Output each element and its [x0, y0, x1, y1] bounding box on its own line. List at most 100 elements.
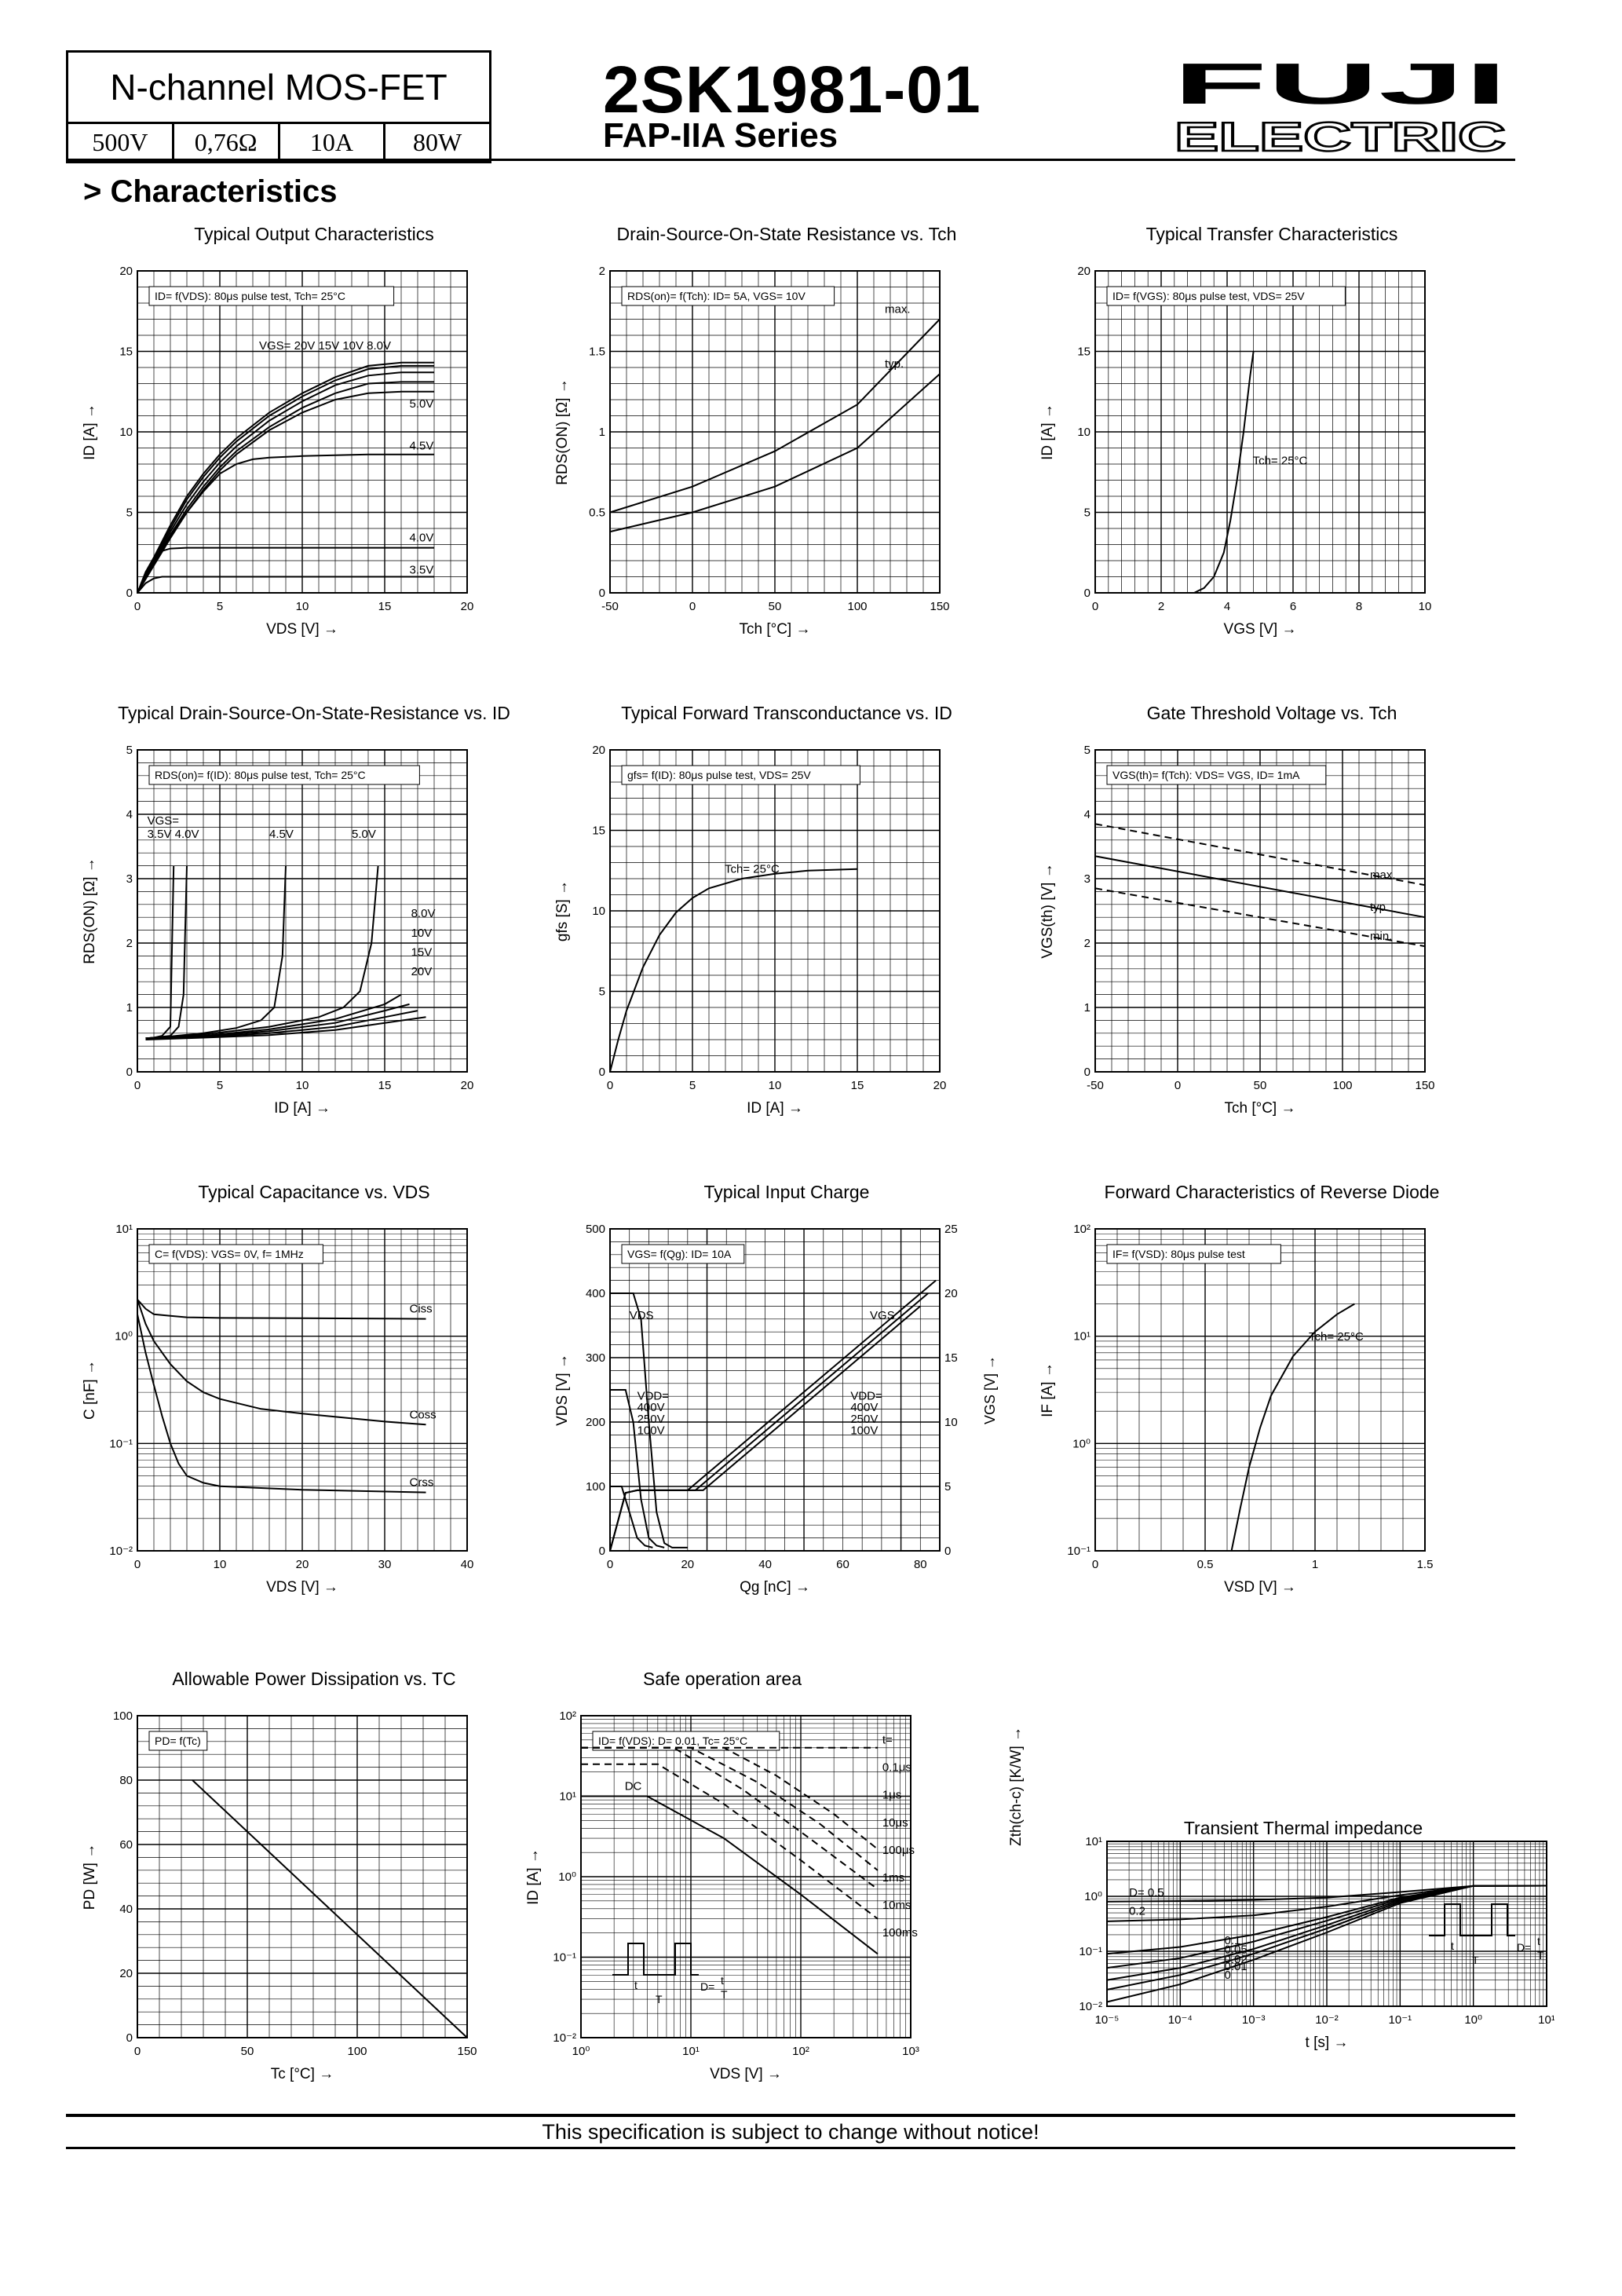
y-tick-label: 15 [1077, 345, 1090, 359]
y-tick-label: 100 [586, 1480, 605, 1493]
chart-reverse-diode-svg: 0 0.5 1 1.5 10⁻¹ 10⁰ 10¹ 10² VSD [V] → IF [A] → IF… [1039, 1223, 1433, 1596]
series-label: Ciss [410, 1303, 433, 1316]
y-axis-label: ID [A] → [82, 404, 98, 460]
series-line [137, 1299, 426, 1320]
y-tick-label: 0 [126, 587, 133, 600]
series-line [137, 547, 434, 594]
series-line [137, 390, 434, 594]
y-axis-label: ID [A] → [1039, 404, 1056, 460]
y-tick-label: 15 [119, 345, 133, 359]
grid-lines [609, 270, 941, 594]
series-label: 5.0V [352, 828, 376, 841]
series-line [581, 1746, 879, 1890]
series-label: 10V [411, 927, 433, 940]
y-tick-label: 10⁻¹ [553, 1951, 576, 1965]
x-tick-label: 10⁻⁵ [1095, 2013, 1120, 2027]
x-tick-label: 100 [847, 600, 867, 613]
chart-title: Typical Capacitance vs. VDS [198, 1182, 430, 1202]
x-tick-label: 30 [378, 1558, 392, 1571]
y-axis-label: VGS(th) [V] → [1039, 863, 1056, 958]
x-axis-label: Qg [nC] → [740, 1579, 810, 1596]
series-line [581, 1763, 879, 1920]
y-tick-label: 10⁻² [553, 2031, 576, 2045]
grid-lines [1106, 1841, 1547, 2007]
y2-axis-label: VGS [V] → [982, 1355, 998, 1424]
series-label: 8.0V [411, 907, 436, 920]
x-tick-label: 20 [461, 1079, 474, 1092]
series-line [1193, 351, 1255, 594]
y-tick-label: 10¹ [1073, 1330, 1090, 1344]
inset-label: D= [1517, 1941, 1531, 1954]
series-line [581, 1746, 879, 1871]
y-tick-label: 0 [1084, 587, 1090, 600]
x-axis-label: VSD [V] → [1224, 1579, 1296, 1596]
y-tick-label: 400 [586, 1287, 605, 1300]
series-label: 250V [637, 1413, 665, 1426]
x-tick-label: 10 [214, 1558, 227, 1571]
series-label: 1ms [882, 1871, 904, 1885]
x-tick-label: 150 [930, 600, 949, 613]
condition-box [1106, 286, 1346, 306]
x-tick-label: -50 [1087, 1079, 1104, 1092]
condition-box [148, 765, 420, 785]
y-tick-label: 10 [1077, 426, 1090, 439]
plot-frame [1094, 270, 1426, 594]
series-line [581, 1795, 879, 1955]
y-tick-label: 60 [119, 1838, 133, 1852]
condition-box [621, 765, 860, 785]
grid-lines [580, 1716, 911, 2038]
series-label: 4.5V [410, 440, 434, 453]
y-tick-label: 10² [559, 1709, 576, 1723]
chart-capacitance-svg: 0 10 20 30 40 10⁻² 10⁻¹ 10⁰ 10¹ VDS [V] → C [nF] →… [82, 1223, 473, 1596]
y-tick-label: 5 [599, 985, 605, 999]
chart-title: Forward Characteristics of Reverse Diode [1104, 1182, 1440, 1202]
y2-tick-label: 25 [944, 1223, 958, 1236]
y2-tick-label: 0 [944, 1545, 951, 1558]
condition-text: PD= f(Tc) [155, 1735, 201, 1747]
series-label: Crss [410, 1476, 434, 1490]
x-tick-label: 0 [607, 1079, 613, 1092]
condition-box [148, 1731, 208, 1751]
x-tick-label: 150 [457, 2045, 477, 2058]
y2-tick-label: 20 [944, 1287, 958, 1300]
chart-gate-charge-svg: 0 20 40 60 80 0 100 200 300 400 500 0 5 10 15 20 25 VGS [… [554, 1223, 998, 1596]
x-tick-label: 100 [1332, 1079, 1352, 1092]
plot-frame [137, 749, 468, 1073]
x-tick-label: 0.5 [1197, 1558, 1214, 1571]
y-tick-label: 2 [1084, 937, 1090, 950]
y-tick-label: 10¹ [1085, 1835, 1102, 1848]
y-tick-label: 20 [119, 1967, 133, 1980]
y-axis-label: C [nF] → [82, 1360, 98, 1420]
rating-power: 80W [413, 128, 462, 156]
x-tick-label: 10³ [902, 2045, 919, 2058]
inset-label: t [721, 1974, 724, 1987]
condition-box [148, 1244, 323, 1264]
x-axis-label: t [s] → [1306, 2035, 1349, 2051]
x-tick-label: 10 [1419, 600, 1432, 613]
pulse-inset [612, 1943, 699, 1976]
series-label: typ. [1370, 901, 1389, 914]
condition-text: ID= f(VDS): D= 0.01, Tc= 25°C [598, 1735, 747, 1747]
series-label: 400V [637, 1401, 665, 1414]
series-label: 0.01 [1225, 1960, 1248, 1973]
series-line [610, 1389, 665, 1548]
x-axis-label: ID [A] → [274, 1100, 331, 1117]
series-label: 5.0V [410, 397, 434, 411]
device-summary-box: N-channel MOS-FET 500V 0,76Ω 10A 80W [66, 50, 491, 163]
grid-lines [609, 749, 941, 1073]
series-line [609, 318, 941, 514]
plot-frame [1094, 749, 1426, 1073]
x-tick-label: 60 [836, 1558, 849, 1571]
x-tick-label: 40 [758, 1558, 772, 1571]
series-label: DC [625, 1779, 642, 1793]
x-tick-label: 100 [347, 2045, 367, 2058]
chart-reverse-diode: Forward Characteristics of Reverse Diode… [1021, 1182, 1523, 1621]
grid-lines [1094, 1229, 1426, 1552]
series-line [1094, 855, 1426, 919]
grid-lines [609, 1228, 941, 1552]
y-axis-label: RDS(ON) [Ω] → [554, 378, 571, 485]
condition-text: gfs= f(ID): 80μs pulse test, VDS= 25V [627, 769, 811, 781]
y-axis-label: VDS [V] → [554, 1354, 571, 1426]
x-axis-label: ID [A] → [747, 1100, 803, 1117]
series-label: VGS= [148, 814, 180, 828]
